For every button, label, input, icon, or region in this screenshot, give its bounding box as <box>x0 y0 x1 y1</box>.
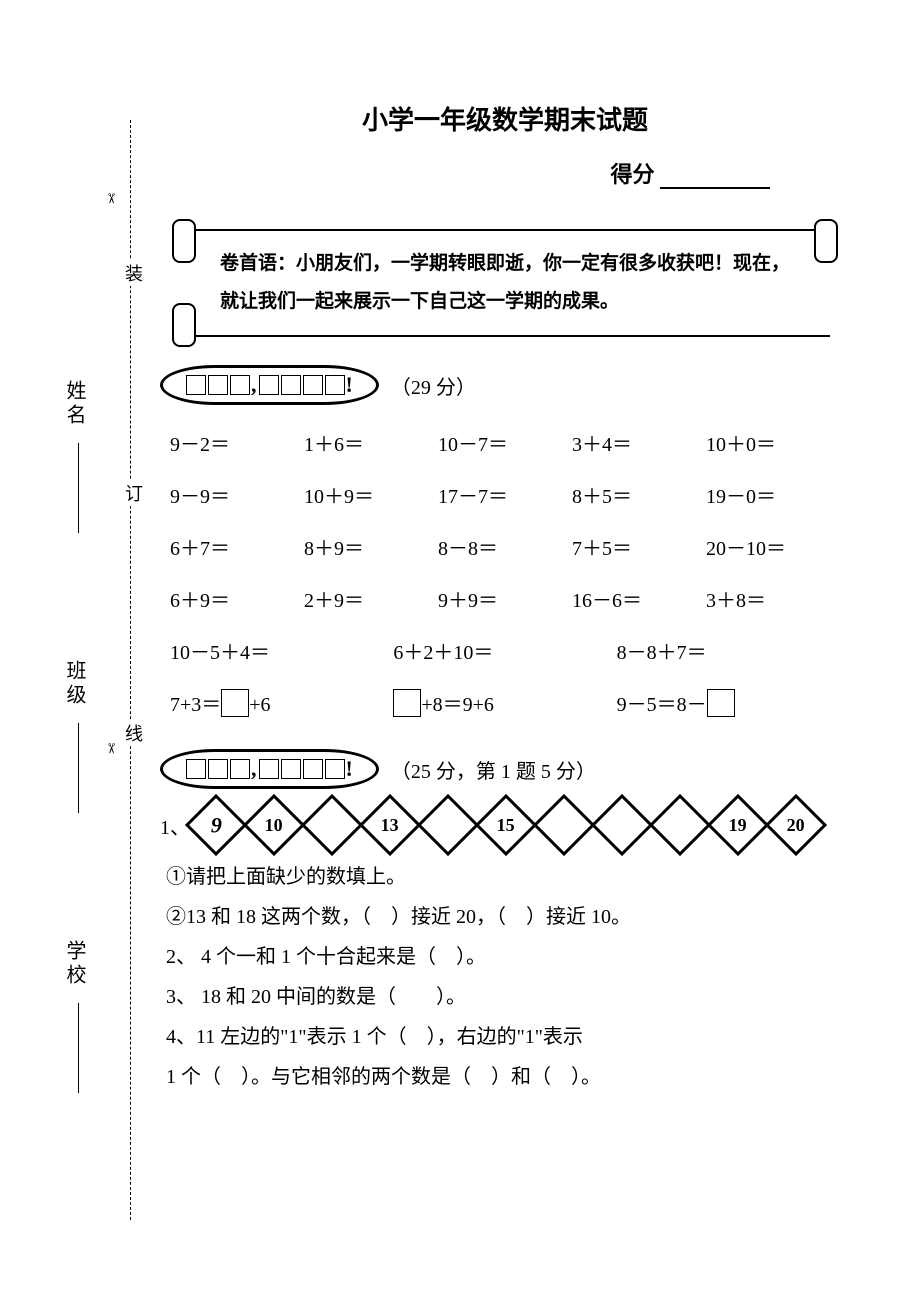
text: 9－5＝8－ <box>617 694 707 716</box>
diamond-cell[interactable] <box>591 794 653 856</box>
arith-item[interactable]: 1＋6＝ <box>304 419 438 471</box>
blank-line[interactable] <box>78 1003 79 1093</box>
arithmetic-block: 9－2＝ 1＋6＝ 10－7＝ 3＋4＝ 10＋0＝ 9－9＝ 10＋9＝ 17… <box>160 419 850 731</box>
section1-header: ,! （29 分） <box>160 365 850 405</box>
question-text-block: ①请把上面缺少的数填上。 ②13 和 18 这两个数，（ ）接近 20，（ ）接… <box>160 857 850 1097</box>
scroll-cap-icon <box>172 219 196 263</box>
arith-row: 6＋7＝ 8＋9＝ 8－8＝ 7＋5＝ 20－10＝ <box>170 523 840 575</box>
arith-row: 6＋9＝ 2＋9＝ 9＋9＝ 16－6＝ 3＋8＝ <box>170 575 840 627</box>
answer-box[interactable] <box>221 689 249 717</box>
arith-item[interactable]: 8＋5＝ <box>572 471 706 523</box>
arith-item[interactable]: 10－7＝ <box>438 419 572 471</box>
arith-item[interactable]: 2＋9＝ <box>304 575 438 627</box>
score-blank[interactable] <box>660 187 770 189</box>
scissors-icon: ✂ <box>101 193 118 205</box>
answer-box[interactable] <box>707 689 735 717</box>
answer-box[interactable] <box>393 689 421 717</box>
diamond-cell[interactable] <box>417 794 479 856</box>
arith-item[interactable]: 16－6＝ <box>572 575 706 627</box>
question-line[interactable]: 1 个（ ）。与它相邻的两个数是（ ）和（ ）。 <box>166 1057 844 1097</box>
diamond-cell[interactable]: 19 <box>707 794 769 856</box>
question-line[interactable]: 4、11 左边的"1"表示 1 个（ ），右边的"1"表示 <box>166 1017 844 1057</box>
question-line[interactable]: 2、 4 个一和 1 个十合起来是（ ）。 <box>166 937 844 977</box>
student-info-column: 学校 班级 姓名 <box>60 120 90 1220</box>
field-name-label: 姓名 <box>63 380 85 428</box>
arith-item[interactable]: 3＋8＝ <box>706 575 840 627</box>
arith-item[interactable]: 6＋2＋10＝ <box>393 627 616 679</box>
field-school[interactable]: 学校 <box>60 940 89 1099</box>
diamond-cell[interactable]: 13 <box>359 794 421 856</box>
arith-item[interactable]: 8－8＋7＝ <box>617 627 840 679</box>
field-class-label: 班级 <box>63 660 85 708</box>
arith-item[interactable]: 8－8＝ <box>438 523 572 575</box>
diamond-cell[interactable]: 9 <box>185 794 247 856</box>
arith-item[interactable]: 3＋4＝ <box>572 419 706 471</box>
arith-item[interactable]: 10＋9＝ <box>304 471 438 523</box>
binding-marker: 订 <box>120 480 146 506</box>
section2-oval: ,! <box>160 749 379 789</box>
section2-header: ,! （25 分，第 1 题 5 分） <box>160 749 850 789</box>
diamond-cell[interactable] <box>533 794 595 856</box>
arith-item[interactable]: 8＋9＝ <box>304 523 438 575</box>
diamond-cell[interactable] <box>301 794 363 856</box>
arith-item[interactable]: 9－9＝ <box>170 471 304 523</box>
preface-text: 卷首语：小朋友们，一学期转眼即逝，你一定有很多收获吧！现在，就让我们一起来展示一… <box>180 229 830 337</box>
arith-item[interactable]: 7+3＝ +6 <box>170 679 393 731</box>
blank-line[interactable] <box>78 443 79 533</box>
section2-points: （25 分，第 1 题 5 分） <box>391 755 596 784</box>
arith-row: 9－2＝ 1＋6＝ 10－7＝ 3＋4＝ 10＋0＝ <box>170 419 840 471</box>
arith-item[interactable]: 20－10＝ <box>706 523 840 575</box>
preface-scroll: 卷首语：小朋友们，一学期转眼即逝，你一定有很多收获吧！现在，就让我们一起来展示一… <box>180 229 830 337</box>
exam-content: 小学一年级数学期末试题 得分 卷首语：小朋友们，一学期转眼即逝，你一定有很多收获… <box>160 90 850 1097</box>
arith-row-boxes: 7+3＝ +6 +8＝9+6 9－5＝8－ <box>170 679 840 731</box>
scissors-icon: ✂ <box>101 743 118 755</box>
field-class[interactable]: 班级 <box>60 660 89 819</box>
diamond-cell[interactable]: 15 <box>475 794 537 856</box>
arith-item[interactable]: 17－7＝ <box>438 471 572 523</box>
arith-item[interactable]: 19－0＝ <box>706 471 840 523</box>
diamond-sequence: 1、 9 10 13 15 19 20 <box>160 803 850 847</box>
field-school-label: 学校 <box>63 940 85 988</box>
binding-marker: 线 <box>120 720 146 746</box>
arith-item[interactable]: 10－5＋4＝ <box>170 627 393 679</box>
diamond-cell[interactable] <box>649 794 711 856</box>
arith-row: 10－5＋4＝ 6＋2＋10＝ 8－8＋7＝ <box>170 627 840 679</box>
arith-item[interactable]: 9－5＝8－ <box>617 679 840 731</box>
arith-item[interactable]: +8＝9+6 <box>393 679 616 731</box>
arith-item[interactable]: 7＋5＝ <box>572 523 706 575</box>
arith-item[interactable]: 6＋9＝ <box>170 575 304 627</box>
arith-item[interactable]: 6＋7＝ <box>170 523 304 575</box>
question-line: ①请把上面缺少的数填上。 <box>166 857 844 897</box>
diamond-cell[interactable]: 20 <box>765 794 827 856</box>
question-line[interactable]: 3、 18 和 20 中间的数是（ ）。 <box>166 977 844 1017</box>
scroll-cap-icon <box>814 219 838 263</box>
arith-item[interactable]: 9－2＝ <box>170 419 304 471</box>
arith-row: 9－9＝ 10＋9＝ 17－7＝ 8＋5＝ 19－0＝ <box>170 471 840 523</box>
score-label: 得分 <box>610 162 654 187</box>
section1-oval: ,! <box>160 365 379 405</box>
arith-item[interactable]: 10＋0＝ <box>706 419 840 471</box>
section1-points: （29 分） <box>391 371 476 400</box>
score-line: 得分 <box>160 157 850 189</box>
binding-edge: ✂ 装 订 线 ✂ <box>110 120 150 1220</box>
text: +8＝9+6 <box>421 694 494 716</box>
question-line[interactable]: ②13 和 18 这两个数，（ ）接近 20，（ ）接近 10。 <box>166 897 844 937</box>
binding-marker: 装 <box>120 260 146 286</box>
exam-title: 小学一年级数学期末试题 <box>160 100 850 137</box>
field-name[interactable]: 姓名 <box>60 380 89 539</box>
diamond-cell[interactable]: 10 <box>243 794 305 856</box>
blank-line[interactable] <box>78 723 79 813</box>
arith-item[interactable]: 9＋9＝ <box>438 575 572 627</box>
text: 7+3＝ <box>170 694 221 716</box>
text: +6 <box>249 694 270 716</box>
scroll-cap-icon <box>172 303 196 347</box>
